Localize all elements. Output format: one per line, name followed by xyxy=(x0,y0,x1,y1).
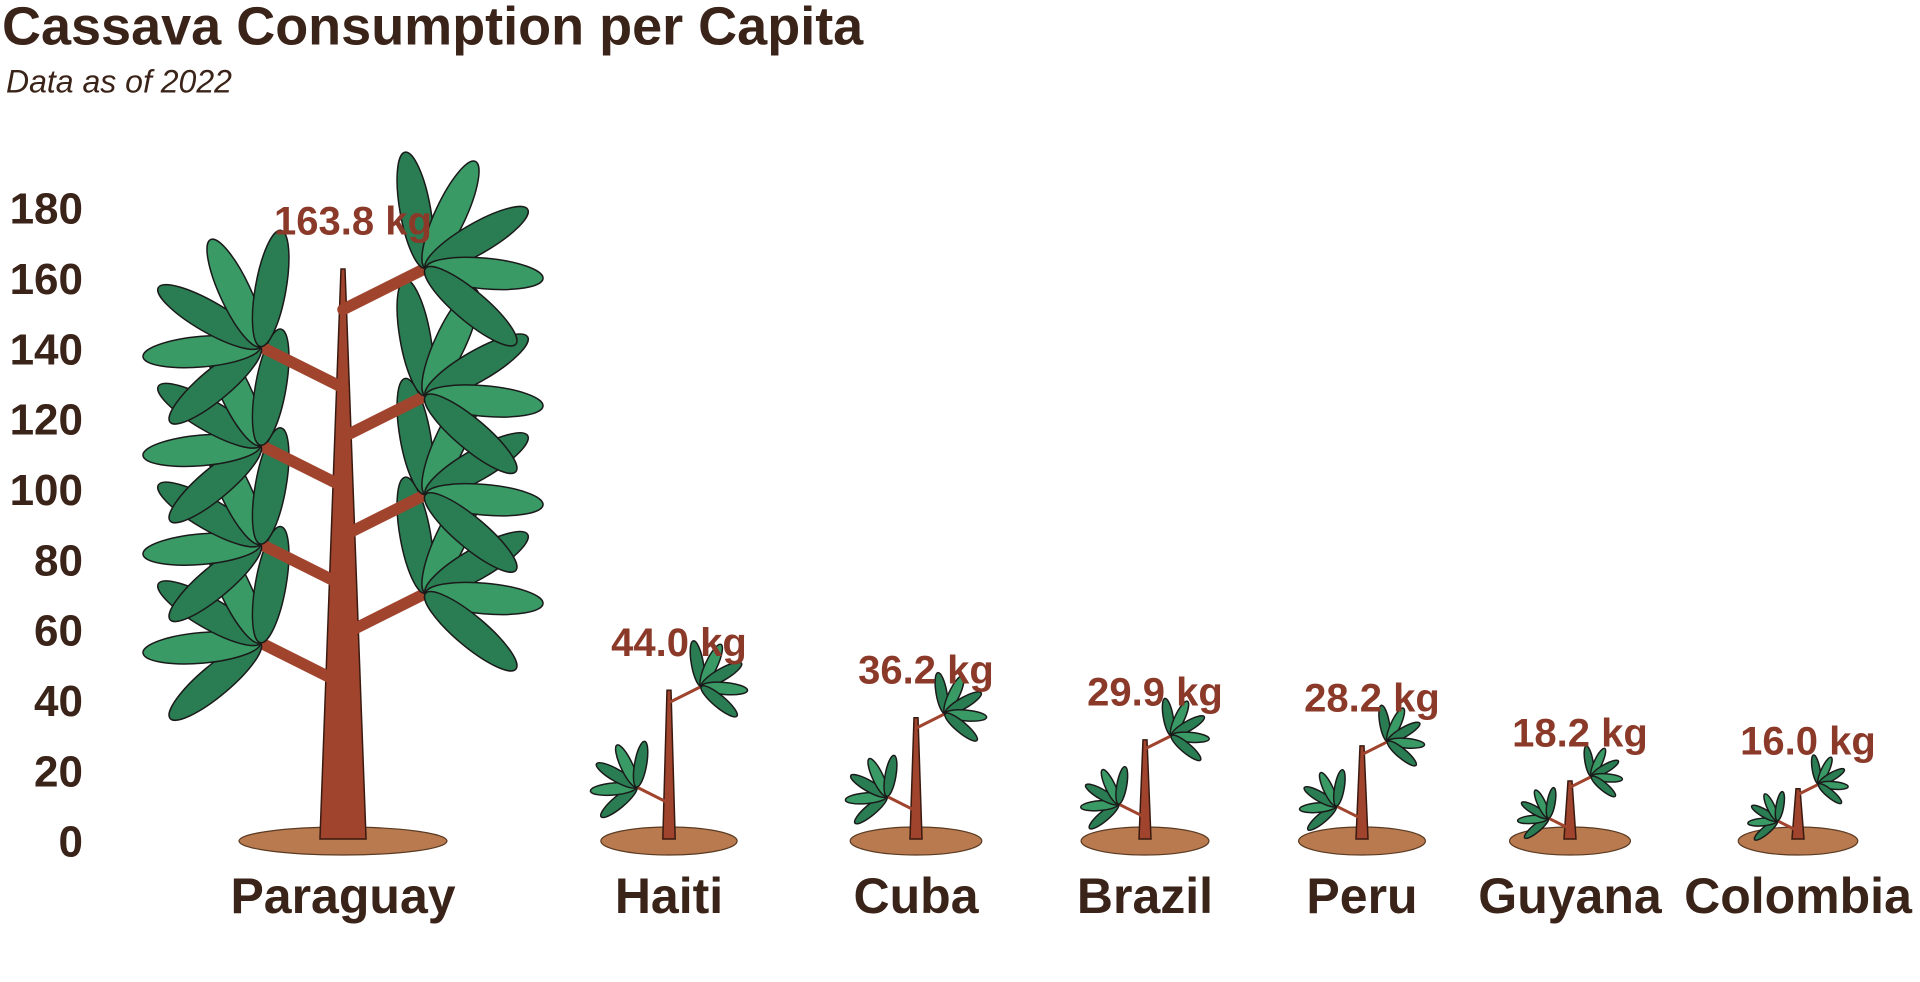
branch xyxy=(1116,802,1147,819)
y-tick-label: 160 xyxy=(10,255,83,304)
plant xyxy=(844,671,988,856)
branch xyxy=(1546,816,1572,831)
x-tick-label: Paraguay xyxy=(230,868,455,924)
branch xyxy=(254,538,349,591)
leaf xyxy=(1332,768,1346,807)
leaf xyxy=(1170,734,1202,762)
leaf xyxy=(1545,786,1557,819)
branch xyxy=(254,340,349,394)
leaf xyxy=(1115,765,1129,805)
x-tick-label: Peru xyxy=(1306,868,1417,924)
leaf xyxy=(944,712,979,742)
leaf xyxy=(632,740,649,788)
leaf xyxy=(423,590,518,672)
x-tick-label: Colombia xyxy=(1684,868,1913,924)
y-tick-label: 120 xyxy=(10,396,83,445)
x-tick-label: Guyana xyxy=(1478,868,1663,924)
branch xyxy=(1360,740,1390,756)
leaf xyxy=(423,492,518,573)
branch xyxy=(337,390,432,443)
x-tick-label: Brazil xyxy=(1077,868,1213,924)
stem xyxy=(1791,787,1805,840)
value-label: 28.2 kg xyxy=(1304,676,1440,720)
leaf xyxy=(423,265,518,347)
branch xyxy=(635,785,671,805)
y-tick-label: 80 xyxy=(34,536,83,585)
y-tick-label: 0 xyxy=(59,818,83,867)
branch xyxy=(254,439,349,493)
branch xyxy=(1775,819,1800,833)
leaf xyxy=(1386,740,1418,767)
branch xyxy=(337,587,432,641)
y-tick-label: 40 xyxy=(34,677,83,726)
branch xyxy=(914,712,947,730)
branch xyxy=(885,794,918,813)
plant xyxy=(589,640,749,856)
leaf xyxy=(251,229,290,348)
chart-subtitle: Data as of 2022 xyxy=(6,63,232,99)
stem xyxy=(909,716,923,840)
leaf xyxy=(700,684,739,718)
value-label: 44.0 kg xyxy=(611,621,747,665)
stem xyxy=(1138,739,1152,840)
branch xyxy=(667,684,703,705)
plant xyxy=(1737,754,1859,856)
branch xyxy=(1143,734,1174,751)
plant xyxy=(1508,745,1632,856)
branch xyxy=(254,636,349,690)
stem xyxy=(1563,780,1577,840)
leaf xyxy=(1590,775,1617,798)
y-tick-label: 180 xyxy=(10,185,83,234)
leaf xyxy=(1774,790,1786,822)
stem xyxy=(662,689,676,840)
value-label: 29.9 kg xyxy=(1087,670,1223,714)
y-tick-label: 20 xyxy=(34,747,83,796)
branch xyxy=(1568,774,1594,789)
y-tick-label: 60 xyxy=(34,607,83,656)
value-label: 18.2 kg xyxy=(1512,712,1648,756)
leaf xyxy=(883,754,898,798)
plant xyxy=(1297,704,1427,856)
branch xyxy=(337,262,432,316)
plant xyxy=(142,151,544,856)
branch xyxy=(1796,782,1821,797)
value-label: 36.2 kg xyxy=(858,648,994,692)
stem xyxy=(1355,745,1369,840)
y-tick-label: 140 xyxy=(10,325,83,374)
x-tick-label: Haiti xyxy=(615,868,723,924)
value-label: 16.0 kg xyxy=(1740,719,1876,763)
branch xyxy=(1334,804,1364,821)
x-tick-label: Cuba xyxy=(854,868,980,924)
value-label: 163.8 kg xyxy=(274,200,432,244)
chart-title: Cassava Consumption per Capita xyxy=(2,0,864,56)
y-tick-label: 100 xyxy=(10,466,83,515)
plant xyxy=(1080,697,1210,856)
leaf xyxy=(1817,782,1843,805)
branch xyxy=(337,488,432,542)
stem xyxy=(319,268,367,840)
leaf xyxy=(423,393,518,475)
